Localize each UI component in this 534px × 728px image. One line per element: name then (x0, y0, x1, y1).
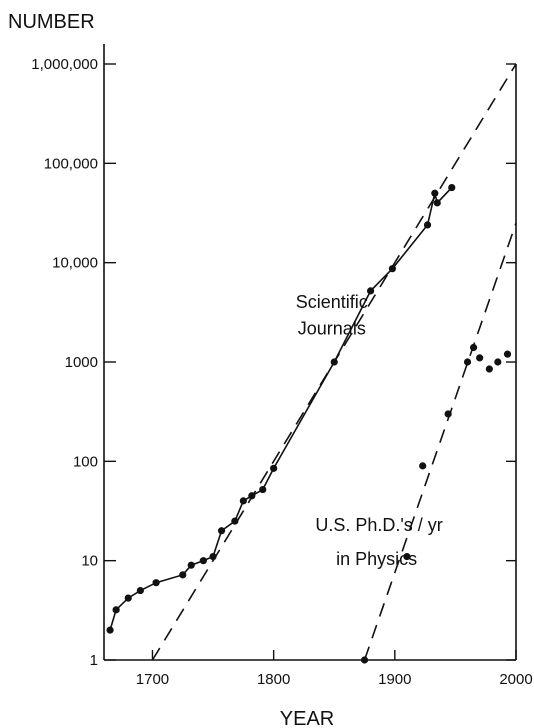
data-point (217, 527, 226, 535)
data-point (231, 517, 239, 525)
data-point (423, 221, 432, 229)
data-point (366, 287, 375, 295)
data-point (136, 586, 144, 595)
data-point (503, 350, 512, 358)
trend-line-1 (151, 63, 517, 661)
trend-line-3 (363, 222, 517, 661)
data-point (494, 358, 502, 366)
series-line-0 (109, 187, 453, 631)
data-point (270, 464, 278, 472)
x-tick-label: 2000 (499, 671, 532, 688)
annotation-label: Scientific (296, 292, 368, 312)
annotation-label: in Physics (336, 549, 417, 569)
x-tick-label: 1900 (378, 671, 411, 688)
y-tick-label: 10,000 (52, 255, 98, 272)
x-axis-title: YEAR (280, 708, 334, 728)
data-point (485, 365, 493, 373)
data-point (259, 485, 267, 494)
y-tick-label: 1,000,000 (31, 56, 98, 73)
annotations: Scientific Journals U.S. Ph.D.'s / yr in Ph… (296, 292, 443, 569)
y-tick-label: 1 (90, 652, 98, 669)
data-point (463, 358, 472, 366)
data-point (187, 561, 195, 569)
x-tick-label: 1700 (136, 671, 169, 688)
annotation-label: Journals (298, 318, 366, 338)
data-point (476, 354, 484, 362)
y-axis-title: NUMBER (8, 11, 95, 33)
data-point (419, 462, 427, 470)
data-point (199, 557, 207, 565)
y-tick-label: 100,000 (44, 155, 98, 172)
annotation-label: U.S. Ph.D.'s / yr (315, 515, 442, 535)
data-point (112, 606, 120, 614)
data-point (403, 552, 411, 561)
data-point (431, 189, 439, 197)
y-tick-label: 100 (73, 453, 98, 470)
chart-marks (106, 63, 517, 664)
data-point (124, 594, 132, 602)
x-tick-label: 1800 (257, 671, 290, 688)
data-point (239, 497, 247, 505)
data-point (179, 571, 187, 579)
data-point (388, 265, 396, 273)
data-point (152, 579, 160, 587)
axes: 1 10 100 1000 10,000 100,000 1,000,000 1700 1800… (31, 44, 533, 688)
data-point (448, 183, 456, 192)
y-tick-label: 10 (81, 553, 98, 570)
data-point (106, 626, 114, 634)
y-tick-label: 1000 (65, 354, 98, 371)
data-point (433, 199, 441, 207)
